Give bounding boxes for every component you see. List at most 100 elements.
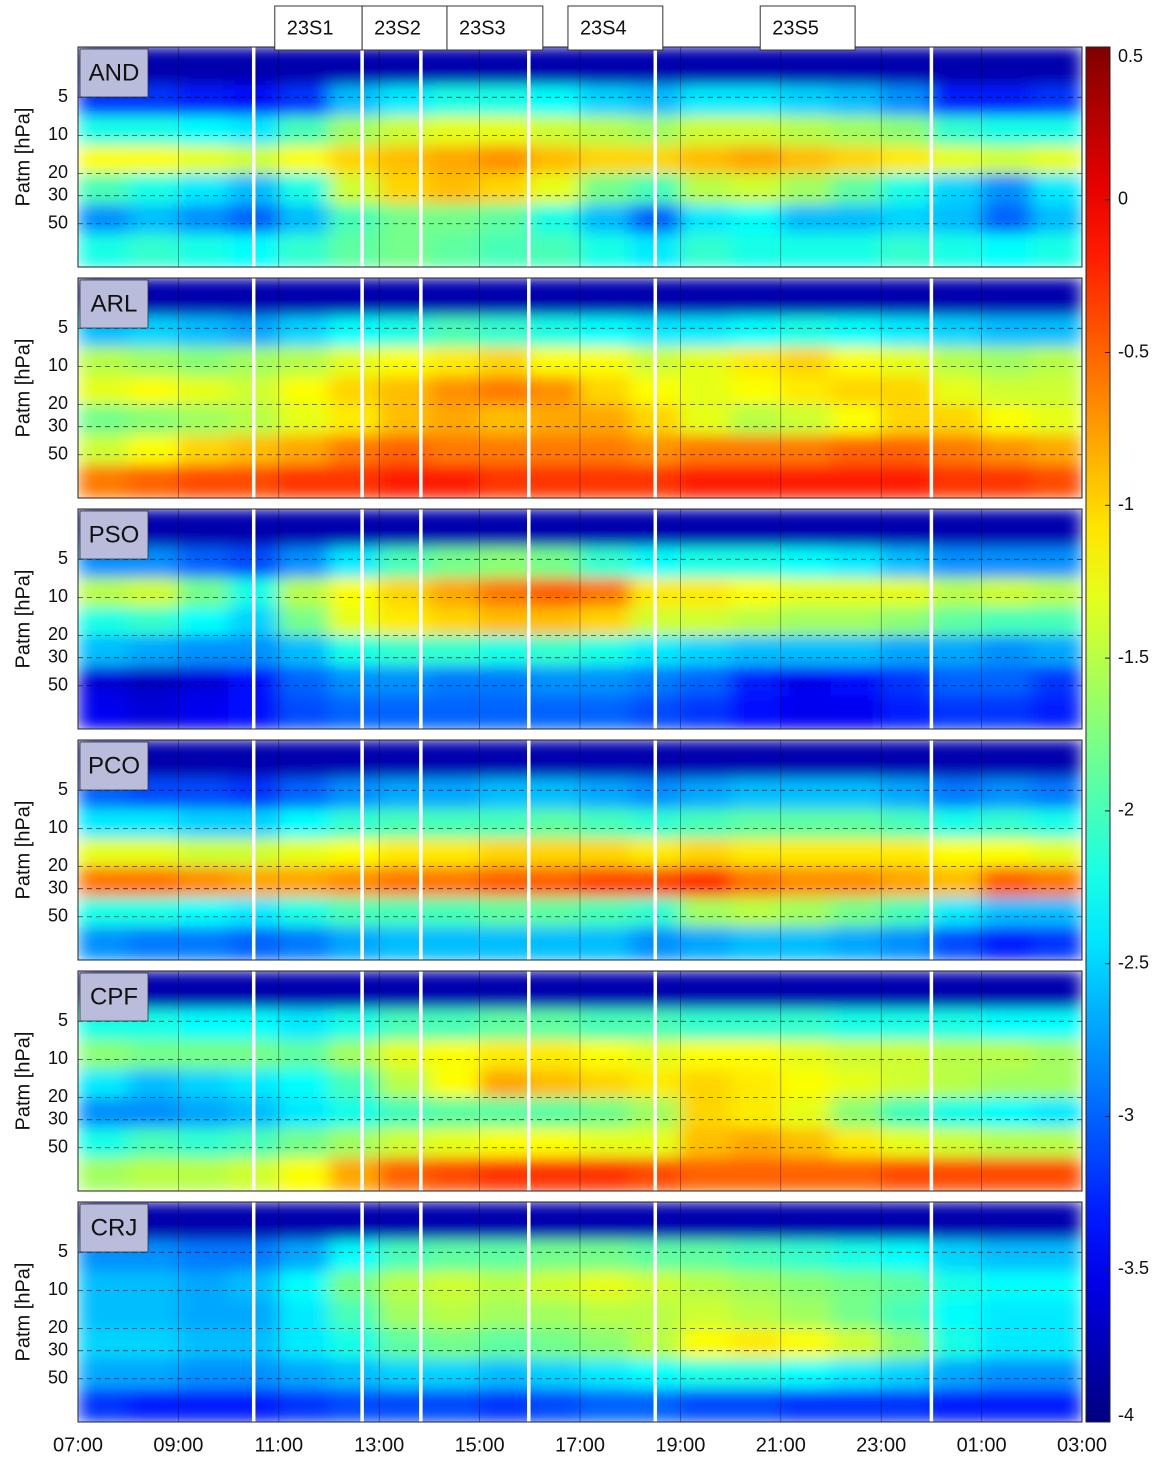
heat-cell xyxy=(831,778,882,810)
heat-cell xyxy=(78,1097,129,1129)
heat-cell xyxy=(479,464,531,498)
heat-cell xyxy=(529,1359,581,1390)
heat-cell xyxy=(931,1270,983,1301)
heat-cell xyxy=(680,926,732,960)
heat-cell xyxy=(981,808,1033,839)
heat-cell xyxy=(680,1039,732,1070)
heat-cell xyxy=(78,464,129,498)
heat-cell xyxy=(278,1069,330,1098)
heat-cell xyxy=(278,1039,330,1070)
heat-cell xyxy=(429,1202,481,1241)
heat-cell xyxy=(329,666,380,697)
y-tick-label: 50 xyxy=(48,905,68,925)
heat-cell xyxy=(931,85,983,117)
y-tick-label: 5 xyxy=(58,317,68,337)
heat-cell xyxy=(78,204,129,235)
heat-cell xyxy=(329,808,380,839)
panel xyxy=(78,509,1082,729)
heat-cell xyxy=(329,926,380,960)
heat-cell xyxy=(479,778,531,810)
heat-cell xyxy=(529,1240,581,1272)
heat-cell xyxy=(1031,204,1082,235)
heat-cell xyxy=(931,778,983,810)
heat-cell xyxy=(680,897,732,928)
heat-cell xyxy=(780,838,832,867)
panel-frame xyxy=(77,739,1083,961)
heat-cell xyxy=(981,233,1033,267)
heat-cell xyxy=(1031,1069,1082,1098)
heat-cell xyxy=(78,115,129,146)
heat-cell xyxy=(329,1202,380,1241)
heat-cell xyxy=(329,547,380,579)
heat-cell xyxy=(128,926,179,960)
heat-cell xyxy=(730,1270,782,1301)
heat-cell xyxy=(881,547,932,579)
heat-cell xyxy=(780,509,832,548)
heat-cell xyxy=(278,1300,330,1329)
heat-cell xyxy=(429,778,481,810)
heat-cell xyxy=(580,547,631,579)
heat-cell xyxy=(529,838,581,867)
heat-cell xyxy=(780,316,832,348)
heatmap xyxy=(78,971,1082,1191)
heat-cell xyxy=(831,1388,882,1422)
heat-cell xyxy=(329,115,380,146)
heat-cell xyxy=(429,1097,481,1129)
heat-cell xyxy=(479,346,531,377)
heat-cell xyxy=(931,926,983,960)
heat-cell xyxy=(529,695,581,729)
heat-cell xyxy=(831,1300,882,1329)
heat-cell xyxy=(881,778,932,810)
heat-cell xyxy=(931,1300,983,1329)
heat-cell xyxy=(931,47,983,86)
heat-cell xyxy=(580,607,631,636)
heat-cell xyxy=(128,635,179,667)
heat-cell xyxy=(178,1328,230,1360)
heat-cell xyxy=(278,47,330,86)
heat-cell xyxy=(680,547,732,579)
heat-cell xyxy=(178,971,230,1010)
heat-cell xyxy=(981,971,1033,1010)
heat-cell xyxy=(128,233,179,267)
heat-cell xyxy=(881,204,932,235)
y-tick-label: 10 xyxy=(48,817,68,837)
station-box xyxy=(79,48,149,98)
heat-cell xyxy=(178,897,230,928)
heat-cell xyxy=(881,115,932,146)
heat-cell xyxy=(881,808,932,839)
heat-cell xyxy=(1031,316,1082,348)
session-box xyxy=(274,5,363,51)
heat-cell xyxy=(981,1009,1033,1041)
heat-cell xyxy=(831,204,882,235)
heat-cell xyxy=(931,173,983,205)
heat-cell xyxy=(580,404,631,436)
heat-cell xyxy=(780,635,832,667)
heat-cell xyxy=(178,1240,230,1272)
heat-cell xyxy=(479,740,531,779)
heat-cell xyxy=(178,1270,230,1301)
colorbar-tick-label: -2 xyxy=(1118,800,1134,820)
heat-cell xyxy=(529,778,581,810)
heat-cell xyxy=(479,1157,531,1191)
heat-cell xyxy=(479,838,531,867)
heat-cell xyxy=(278,838,330,867)
heat-cell xyxy=(981,547,1033,579)
heat-cell xyxy=(278,85,330,117)
heat-cell xyxy=(479,607,531,636)
heat-cell xyxy=(881,1157,932,1191)
station-label: ARL xyxy=(91,290,138,317)
heat-cell xyxy=(479,47,531,86)
heat-cell xyxy=(780,808,832,839)
heat-cell xyxy=(680,740,732,779)
heat-cell xyxy=(128,1128,179,1159)
heat-cell xyxy=(178,85,230,117)
heat-cell xyxy=(1031,435,1082,466)
heat-cell xyxy=(931,666,983,697)
heat-cell xyxy=(580,1039,631,1070)
heat-cell xyxy=(178,278,230,317)
heat-cell xyxy=(780,971,832,1010)
heat-cell xyxy=(128,1039,179,1070)
station-label: CRJ xyxy=(91,1214,138,1241)
heat-cell xyxy=(78,145,129,174)
heat-cell xyxy=(1031,838,1082,867)
